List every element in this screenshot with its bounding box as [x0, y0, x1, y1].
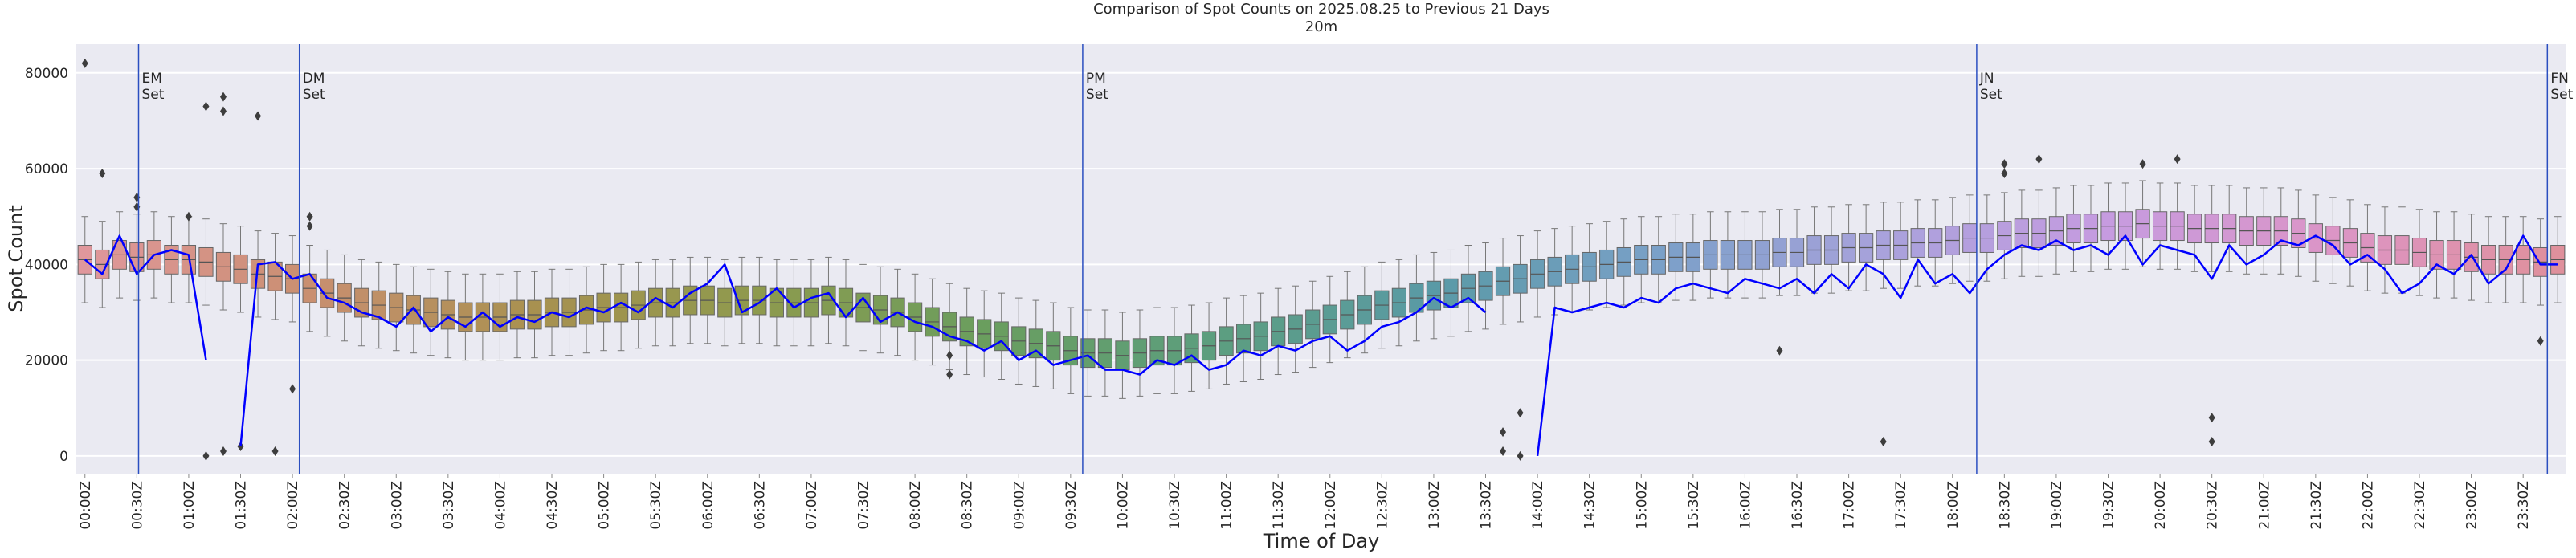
x-tick-label: 16:00Z	[1737, 481, 1753, 530]
outlier	[255, 111, 262, 121]
y-tick-label: 20000	[25, 353, 68, 369]
x-tick-label: 08:00Z	[908, 481, 924, 530]
outlier	[219, 106, 227, 116]
x-tick-label: 20:30Z	[2205, 481, 2221, 530]
x-tick-label: 22:00Z	[2360, 481, 2376, 530]
x-tick-label: 12:00Z	[1323, 481, 1339, 530]
annotation-label: EM Set	[141, 71, 165, 103]
y-tick-label: 60000	[25, 161, 68, 177]
outlier	[1880, 437, 1887, 447]
x-tick-label: 10:00Z	[1115, 481, 1131, 530]
x-tick-label: 15:00Z	[1634, 481, 1650, 530]
x-tick-label: 02:00Z	[285, 481, 301, 530]
outlier	[271, 446, 279, 456]
x-tick-label: 17:00Z	[1842, 481, 1858, 530]
x-tick-label: 06:30Z	[752, 481, 768, 530]
x-axis-label: Time of Day	[1263, 530, 1380, 552]
outlier	[185, 211, 192, 222]
x-tick-label: 13:30Z	[1479, 481, 1495, 530]
x-tick-label: 23:00Z	[2464, 481, 2480, 530]
x-tick-label: 05:30Z	[648, 481, 664, 530]
x-tick-label: 03:00Z	[389, 481, 405, 530]
x-tick-label: 07:30Z	[856, 481, 872, 530]
x-tick-label: 16:30Z	[1790, 481, 1806, 530]
plot-background	[76, 44, 2566, 474]
x-tick-label: 10:30Z	[1167, 481, 1183, 530]
x-tick-label: 02:30Z	[337, 481, 353, 530]
y-tick-label: 80000	[25, 66, 68, 82]
x-tick-label: 11:00Z	[1219, 481, 1235, 530]
outlier	[306, 211, 313, 222]
outlier	[219, 446, 227, 456]
outlier	[1517, 450, 1524, 461]
outlier	[946, 350, 953, 360]
outlier	[2537, 336, 2544, 346]
x-tick-label: 00:30Z	[129, 481, 145, 530]
x-tick-label: 22:30Z	[2412, 481, 2428, 530]
x-tick-label: 13:00Z	[1427, 481, 1443, 530]
x-tick-label: 23:30Z	[2516, 481, 2532, 530]
x-tick-label: 04:30Z	[545, 481, 561, 530]
x-tick-label: 14:00Z	[1530, 481, 1546, 530]
outlier	[1500, 446, 1507, 456]
outlier	[202, 450, 210, 461]
outlier	[237, 442, 244, 452]
x-tick-label: 12:30Z	[1374, 481, 1390, 530]
x-tick-label: 18:30Z	[1997, 481, 2013, 530]
x-tick-label: 15:30Z	[1686, 481, 1702, 530]
y-axis-label: Spot Count	[5, 205, 27, 312]
x-tick-label: 14:30Z	[1582, 481, 1598, 530]
outlier	[1500, 427, 1507, 438]
x-tick-label: 09:00Z	[1011, 481, 1027, 530]
line-series	[84, 234, 2558, 457]
x-tick-label: 06:00Z	[700, 481, 716, 530]
outlier	[2174, 154, 2181, 165]
outlier	[1517, 408, 1524, 418]
outlier	[202, 101, 210, 112]
y-tick-label: 0	[59, 449, 68, 465]
outlier	[2139, 159, 2146, 169]
x-tick-label: 17:30Z	[1893, 481, 1909, 530]
outlier	[289, 384, 296, 394]
outlier	[2001, 169, 2008, 179]
x-tick-label: 11:30Z	[1271, 481, 1287, 530]
x-tick-label: 03:30Z	[441, 481, 457, 530]
x-tick-label: 20:00Z	[2153, 481, 2169, 530]
annotation-label: FN Set	[2550, 71, 2574, 103]
annotation-label: PM Set	[1085, 71, 1108, 103]
x-tick-label: 19:00Z	[2049, 481, 2065, 530]
outlier	[219, 92, 227, 102]
x-tick-label: 19:30Z	[2101, 481, 2117, 530]
x-tick-label: 08:30Z	[960, 481, 976, 530]
outlier	[946, 369, 953, 380]
x-tick-label: 01:00Z	[182, 481, 198, 530]
x-tick-label: 18:00Z	[1945, 481, 1962, 530]
x-tick-label: 21:30Z	[2309, 481, 2325, 530]
x-tick-label: 00:00Z	[78, 481, 94, 530]
outlier	[2001, 159, 2008, 169]
outlier	[2208, 437, 2215, 447]
outlier	[1776, 345, 1783, 356]
outlier	[2035, 154, 2043, 165]
chart-title: Comparison of Spot Counts on 2025.08.25 …	[1093, 1, 1549, 18]
outlier	[306, 221, 313, 231]
x-tick-label: 01:30Z	[234, 481, 250, 530]
x-tick-label: 21:00Z	[2256, 481, 2272, 530]
annotation-label: JN Set	[1979, 71, 2002, 103]
outlier	[2208, 413, 2215, 423]
x-tick-label: 05:00Z	[597, 481, 613, 530]
x-tick-label: 04:00Z	[492, 481, 508, 530]
x-tick-label: 09:30Z	[1063, 481, 1080, 530]
outlier	[81, 58, 88, 68]
outlier	[99, 169, 106, 179]
chart-subtitle: 20m	[1305, 18, 1337, 35]
annotation-label: DM Set	[302, 71, 325, 103]
x-tick-label: 07:00Z	[804, 481, 820, 530]
y-tick-label: 40000	[25, 257, 68, 273]
